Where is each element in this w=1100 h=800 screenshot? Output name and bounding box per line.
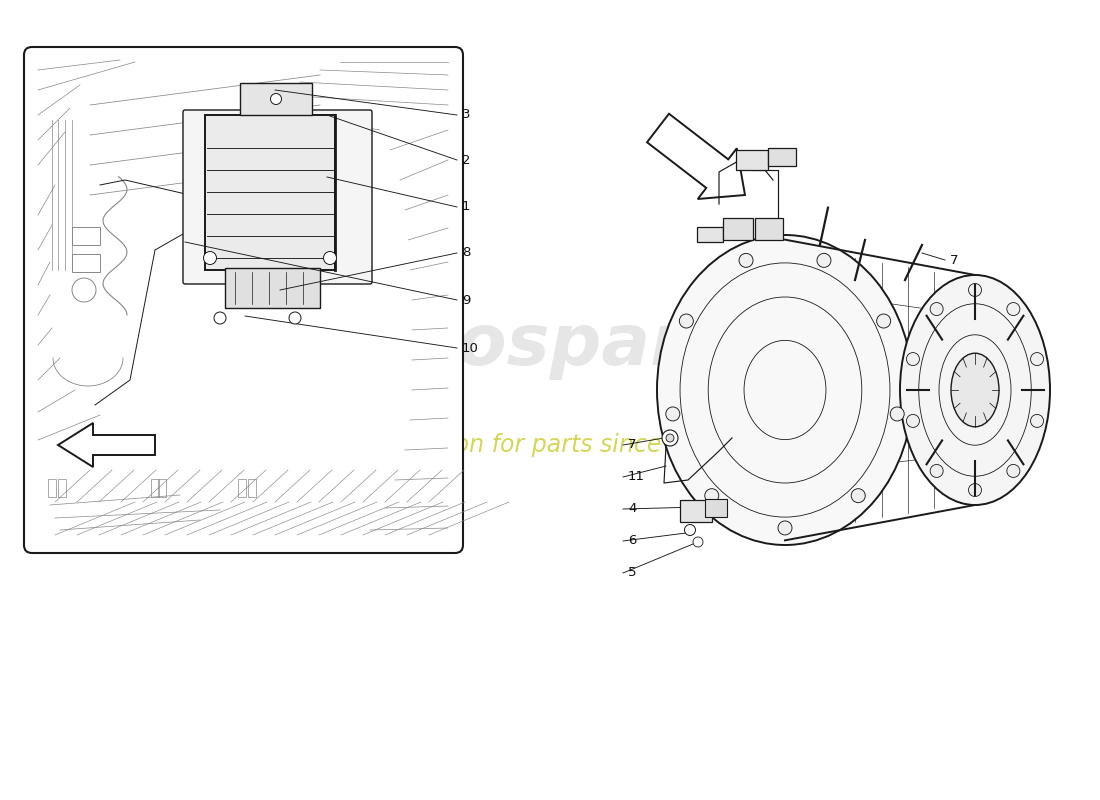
Circle shape xyxy=(693,537,703,547)
Circle shape xyxy=(931,302,943,315)
Circle shape xyxy=(662,430,678,446)
Bar xyxy=(768,148,796,166)
Polygon shape xyxy=(647,114,745,199)
Text: 4: 4 xyxy=(628,502,637,515)
Circle shape xyxy=(289,312,301,324)
Circle shape xyxy=(214,312,225,324)
Ellipse shape xyxy=(657,235,913,545)
Text: 10: 10 xyxy=(462,342,478,354)
Text: 8: 8 xyxy=(462,246,471,259)
Circle shape xyxy=(851,489,866,502)
Circle shape xyxy=(877,314,891,328)
Ellipse shape xyxy=(952,354,999,427)
Text: a passion for parts since 1985: a passion for parts since 1985 xyxy=(372,433,728,457)
Text: 7: 7 xyxy=(628,438,637,451)
Circle shape xyxy=(1031,414,1044,427)
Bar xyxy=(72,254,100,272)
Text: 6: 6 xyxy=(628,534,637,547)
Bar xyxy=(736,150,768,170)
Circle shape xyxy=(817,254,830,267)
Circle shape xyxy=(890,407,904,421)
Circle shape xyxy=(323,251,337,265)
Bar xyxy=(755,218,783,240)
Bar xyxy=(226,268,320,308)
Bar xyxy=(705,499,727,517)
Circle shape xyxy=(1006,302,1020,315)
Bar xyxy=(723,218,754,240)
Circle shape xyxy=(204,251,217,265)
Circle shape xyxy=(968,283,981,297)
Text: 11: 11 xyxy=(628,470,645,483)
Circle shape xyxy=(271,94,282,105)
Bar xyxy=(680,500,712,522)
Text: 7: 7 xyxy=(950,254,958,266)
Circle shape xyxy=(931,465,943,478)
Bar xyxy=(58,479,66,497)
Circle shape xyxy=(705,489,718,502)
Text: 2: 2 xyxy=(462,154,471,166)
Bar xyxy=(205,115,336,270)
Bar xyxy=(72,227,100,245)
Circle shape xyxy=(906,414,920,427)
FancyBboxPatch shape xyxy=(24,47,463,553)
Bar xyxy=(158,479,166,497)
Circle shape xyxy=(680,314,693,328)
Bar xyxy=(48,479,56,497)
Circle shape xyxy=(739,254,754,267)
Bar xyxy=(248,479,256,497)
Text: 1: 1 xyxy=(462,201,471,214)
Bar xyxy=(697,227,723,242)
Bar xyxy=(151,479,160,497)
Circle shape xyxy=(1031,353,1044,366)
Circle shape xyxy=(666,407,680,421)
Circle shape xyxy=(968,483,981,497)
Circle shape xyxy=(684,525,695,535)
Circle shape xyxy=(906,353,920,366)
Text: 3: 3 xyxy=(462,109,471,122)
Circle shape xyxy=(666,434,674,442)
Text: 9: 9 xyxy=(462,294,471,306)
Bar xyxy=(240,83,312,115)
Text: eurospares: eurospares xyxy=(321,310,779,379)
Bar xyxy=(238,479,246,497)
Circle shape xyxy=(1006,465,1020,478)
FancyBboxPatch shape xyxy=(183,110,372,284)
Circle shape xyxy=(778,521,792,535)
Polygon shape xyxy=(58,423,155,467)
Ellipse shape xyxy=(900,275,1050,505)
Text: 5: 5 xyxy=(628,566,637,579)
